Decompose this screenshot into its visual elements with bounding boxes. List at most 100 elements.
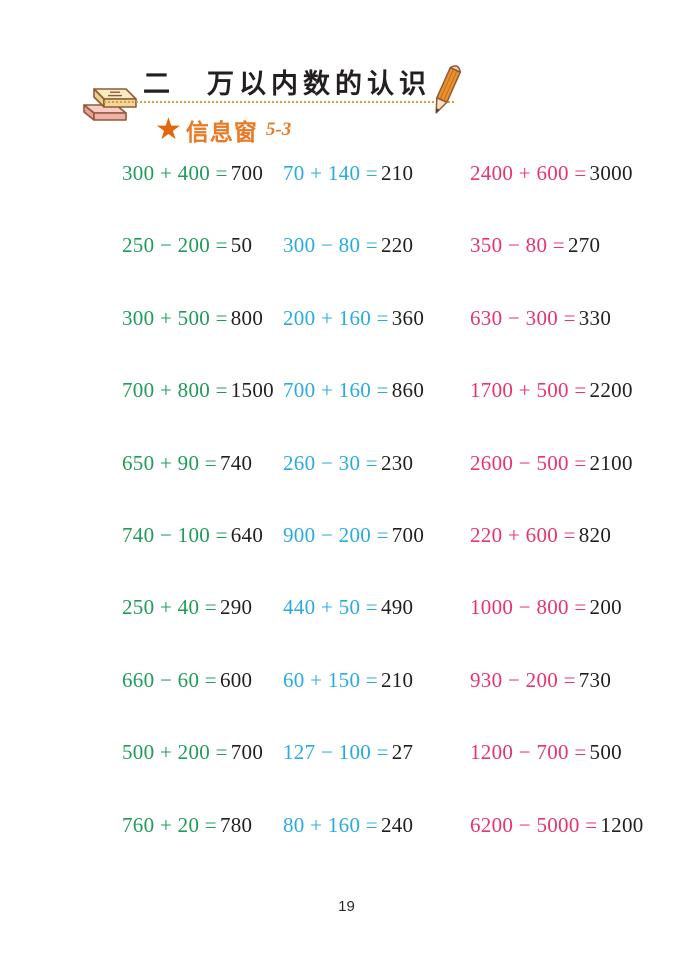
equation-answer: 700: [230, 161, 264, 185]
equation: 650 + 90 = 740: [122, 450, 283, 522]
equation-answer: 700: [391, 522, 425, 547]
equation: 1700 + 500 = 2200: [470, 377, 673, 449]
equation-expression: 6200 − 5000 =: [470, 812, 598, 837]
equation-answer: 210: [380, 161, 414, 185]
equation: 930 − 200 = 730: [470, 667, 673, 739]
equation: 300 + 400 = 700: [122, 160, 283, 232]
equation-expression: 250 + 40 =: [122, 595, 217, 620]
equation: 1200 − 700 = 500: [470, 739, 673, 811]
equation-expression: 300 + 400 =: [122, 161, 228, 185]
dotted-divider: [104, 101, 454, 103]
equation: 250 + 40 = 290: [122, 594, 283, 666]
equation: 6200 − 5000 = 1200: [470, 812, 673, 884]
equation: 740 − 100 = 640: [122, 522, 283, 594]
equation-expression: 2600 − 500 =: [470, 450, 587, 475]
equation: 260 − 30 = 230: [283, 450, 470, 522]
equation-answer: 860: [391, 378, 425, 403]
equation: 200 + 160 = 360: [283, 305, 470, 377]
equation: 700 + 160 = 860: [283, 377, 470, 449]
equation-answer: 740: [219, 450, 253, 475]
equation-expression: 700 + 800 =: [122, 378, 228, 403]
equation-answer: 800: [230, 305, 264, 330]
equation-answer: 1200: [600, 812, 644, 837]
equation-answer: 230: [380, 450, 414, 475]
equation-expression: 127 − 100 =: [283, 740, 389, 765]
equation-expression: 220 + 600 =: [470, 522, 576, 547]
equation-expression: 660 − 60 =: [122, 667, 217, 692]
equation-expression: 740 − 100 =: [122, 522, 228, 547]
equation: 500 + 200 = 700: [122, 739, 283, 811]
equation-answer: 200: [589, 595, 622, 620]
equation: 250 − 200 = 50: [122, 232, 283, 304]
equation-expression: 930 − 200 =: [470, 667, 576, 692]
section-label: 信息窗: [185, 119, 258, 145]
star-icon: ★: [155, 112, 182, 147]
equation: 700 + 800 = 1500: [122, 377, 283, 449]
equation-expression: 1200 − 700 =: [470, 740, 587, 765]
equation: 350 − 80 = 270: [470, 232, 673, 304]
equation-expression: 260 − 30 =: [283, 450, 378, 475]
equation-expression: 900 − 200 =: [283, 522, 389, 547]
equation-answer: 290: [219, 595, 253, 620]
equation-answer: 1500: [230, 378, 274, 403]
equation-expression: 500 + 200 =: [122, 740, 228, 765]
equation-expression: 760 + 20 =: [122, 812, 217, 837]
equation: 300 − 80 = 220: [283, 232, 470, 304]
equation-answer: 210: [380, 667, 414, 692]
equation: 127 − 100 = 27: [283, 739, 470, 811]
section-header: ★ 信息窗 5-3: [155, 113, 291, 147]
equation-answer: 2100: [589, 450, 633, 475]
equation-answer: 730: [578, 667, 612, 692]
equation-answer: 780: [219, 812, 253, 837]
equation-answer: 490: [380, 595, 414, 620]
equation-expression: 1000 − 800 =: [470, 595, 587, 620]
equation-expression: 300 − 80 =: [283, 233, 378, 258]
equation-expression: 300 + 500 =: [122, 305, 228, 330]
equation-expression: 350 − 80 =: [470, 233, 565, 258]
equation-expression: 200 + 160 =: [283, 305, 389, 330]
equation: 2600 − 500 = 2100: [470, 450, 673, 522]
equation: 70 + 140 = 210: [283, 160, 470, 232]
equation-expression: 630 − 300 =: [470, 305, 576, 330]
equation-answer: 600: [219, 667, 253, 692]
equation-answer: 240: [380, 812, 414, 837]
equation-answer: 360: [391, 305, 425, 330]
equation-answer: 640: [230, 522, 264, 547]
pencil-icon: [435, 65, 462, 114]
equation: 60 + 150 = 210: [283, 667, 470, 739]
equation-expression: 700 + 160 =: [283, 378, 389, 403]
unit-title: 二 万以内数的认识: [143, 69, 431, 99]
equation-answer: 270: [567, 233, 601, 258]
equation-expression: 60 + 150 =: [283, 667, 378, 692]
equation: 660 − 60 = 600: [122, 667, 283, 739]
equation: 2400 + 600 = 3000: [470, 160, 673, 232]
page-number: 19: [338, 898, 355, 915]
equation-expression: 1700 + 500 =: [470, 378, 587, 403]
equation: 760 + 20 = 780: [122, 812, 283, 884]
equation-answer: 27: [391, 740, 414, 765]
equation: 900 − 200 = 700: [283, 522, 470, 594]
equation: 80 + 160 = 240: [283, 812, 470, 884]
equation-answer: 220: [380, 233, 414, 258]
equation: 220 + 600 = 820: [470, 522, 673, 594]
equation-answer: 3000: [589, 161, 633, 185]
equation-expression: 250 − 200 =: [122, 233, 228, 258]
equation-answer: 330: [578, 305, 612, 330]
equation-expression: 440 + 50 =: [283, 595, 378, 620]
equation-answer: 700: [230, 740, 264, 765]
equation-expression: 70 + 140 =: [283, 161, 378, 185]
equation-answer: 820: [578, 522, 612, 547]
equation-answer: 2200: [589, 378, 633, 403]
equation-answer: 50: [230, 233, 253, 258]
equation-expression: 80 + 160 =: [283, 812, 378, 837]
problems-grid: 300 + 400 = 700 70 + 140 = 210 2400 + 600 …: [122, 160, 673, 884]
equation: 1000 − 800 = 200: [470, 594, 673, 666]
equation: 300 + 500 = 800: [122, 305, 283, 377]
equation: 630 − 300 = 330: [470, 305, 673, 377]
equation: 440 + 50 = 490: [283, 594, 470, 666]
equation-expression: 2400 + 600 =: [470, 161, 587, 185]
equation-answer: 500: [589, 740, 622, 765]
section-number: 5-3: [265, 119, 292, 140]
equation-expression: 650 + 90 =: [122, 450, 217, 475]
